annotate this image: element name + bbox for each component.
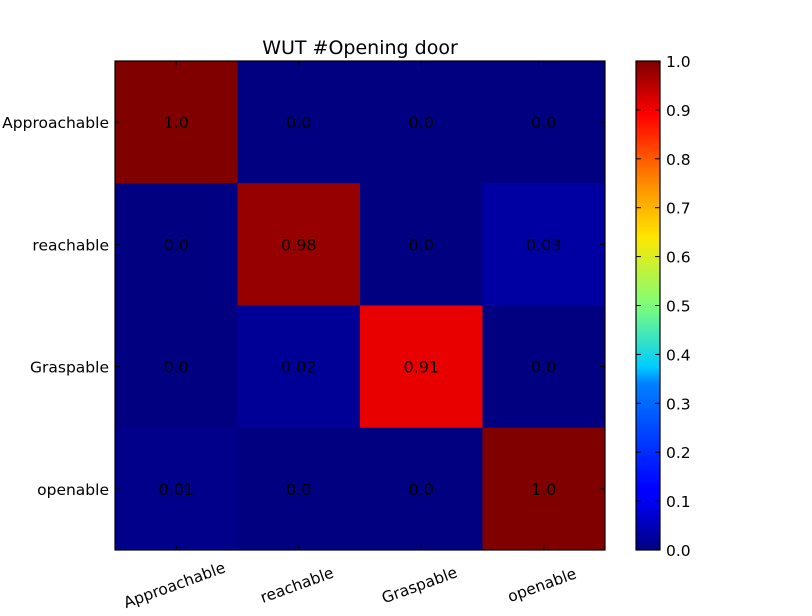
- heatmap-cell: [482, 427, 606, 551]
- colorbar-ticks: 0.0 0.1 0.2 0.3 0.4 0.5 0.6 0.7 0.8 0.9 1.0: [636, 53, 691, 560]
- heatmap-cells: [115, 61, 606, 551]
- cell-value-label: 0.0: [409, 480, 434, 499]
- column-tick-label: Approachable: [121, 559, 228, 612]
- cell-value-label: 0.0: [286, 113, 311, 132]
- heatmap-cell: [360, 305, 483, 429]
- column-tick-label: openable: [505, 565, 579, 606]
- plot-frame: [114, 60, 606, 551]
- cell-value-label: 0.01: [158, 480, 194, 499]
- heatmap-cell: [237, 427, 361, 551]
- heatmap-cell: [115, 305, 238, 429]
- heatmap-cell: [237, 305, 361, 429]
- column-tick-label: reachable: [258, 564, 336, 607]
- heatmap-cell: [482, 183, 606, 306]
- colorbar-tick-label: 1.0: [666, 53, 691, 71]
- cell-value-label: 1.0: [531, 480, 556, 499]
- heatmap-cell: [482, 61, 606, 184]
- cell-value-label: 0.02: [281, 358, 317, 377]
- heatmap-cell: [360, 427, 483, 551]
- heatmap-cell: [482, 305, 606, 429]
- heatmap-cell-labels: 1.0 0.0 0.0 0.0 0.0 0.98 0.0 0.03 0.0 0.02 0.91 0.0…: [158, 113, 561, 499]
- heatmap-cell: [115, 427, 238, 551]
- chart-title: WUT #Opening door: [262, 37, 458, 59]
- colorbar-tick-label: 0.5: [666, 298, 691, 316]
- heatmap-cell: [237, 61, 361, 184]
- colorbar-tick-label: 0.4: [666, 346, 691, 364]
- colorbar-tick-label: 0.6: [666, 249, 691, 267]
- cell-value-label: 0.0: [286, 480, 311, 499]
- column-tick-label: Graspable: [379, 563, 459, 607]
- cell-value-label: 0.0: [531, 358, 556, 377]
- cell-value-label: 0.0: [409, 113, 434, 132]
- colorbar-tick-label: 0.7: [666, 200, 691, 218]
- colorbar-tick-label: 0.8: [666, 151, 691, 169]
- cell-value-label: 0.98: [281, 235, 317, 254]
- cell-value-label: 0.91: [403, 358, 439, 377]
- colorbar-tick-label: 0.3: [666, 395, 691, 413]
- cell-value-label: 0.0: [531, 113, 556, 132]
- colorbar-tick-label: 0.1: [666, 493, 691, 511]
- cell-value-label: 0.0: [164, 235, 189, 254]
- colorbar-tick-label: 0.0: [666, 542, 691, 560]
- row-tick-label: reachable: [32, 236, 109, 254]
- heatmap-cell: [360, 61, 483, 184]
- heatmap-cell: [237, 183, 361, 306]
- cell-value-label: 0.0: [164, 358, 189, 377]
- cell-value-label: 1.0: [164, 113, 189, 132]
- colorbar-tick-label: 0.9: [666, 102, 691, 120]
- cell-value-label: 0.0: [409, 235, 434, 254]
- row-tick-labels: Approachable reachable Graspable openable: [2, 114, 605, 499]
- heatmap-cell: [115, 183, 238, 306]
- colorbar-tick-label: 0.2: [666, 444, 691, 462]
- row-tick-label: Graspable: [30, 359, 109, 377]
- row-tick-label: openable: [37, 481, 109, 499]
- heatmap-cell: [360, 183, 483, 306]
- heatmap-cell: [115, 61, 238, 184]
- row-tick-label: Approachable: [2, 114, 109, 132]
- cell-value-label: 0.03: [526, 235, 562, 254]
